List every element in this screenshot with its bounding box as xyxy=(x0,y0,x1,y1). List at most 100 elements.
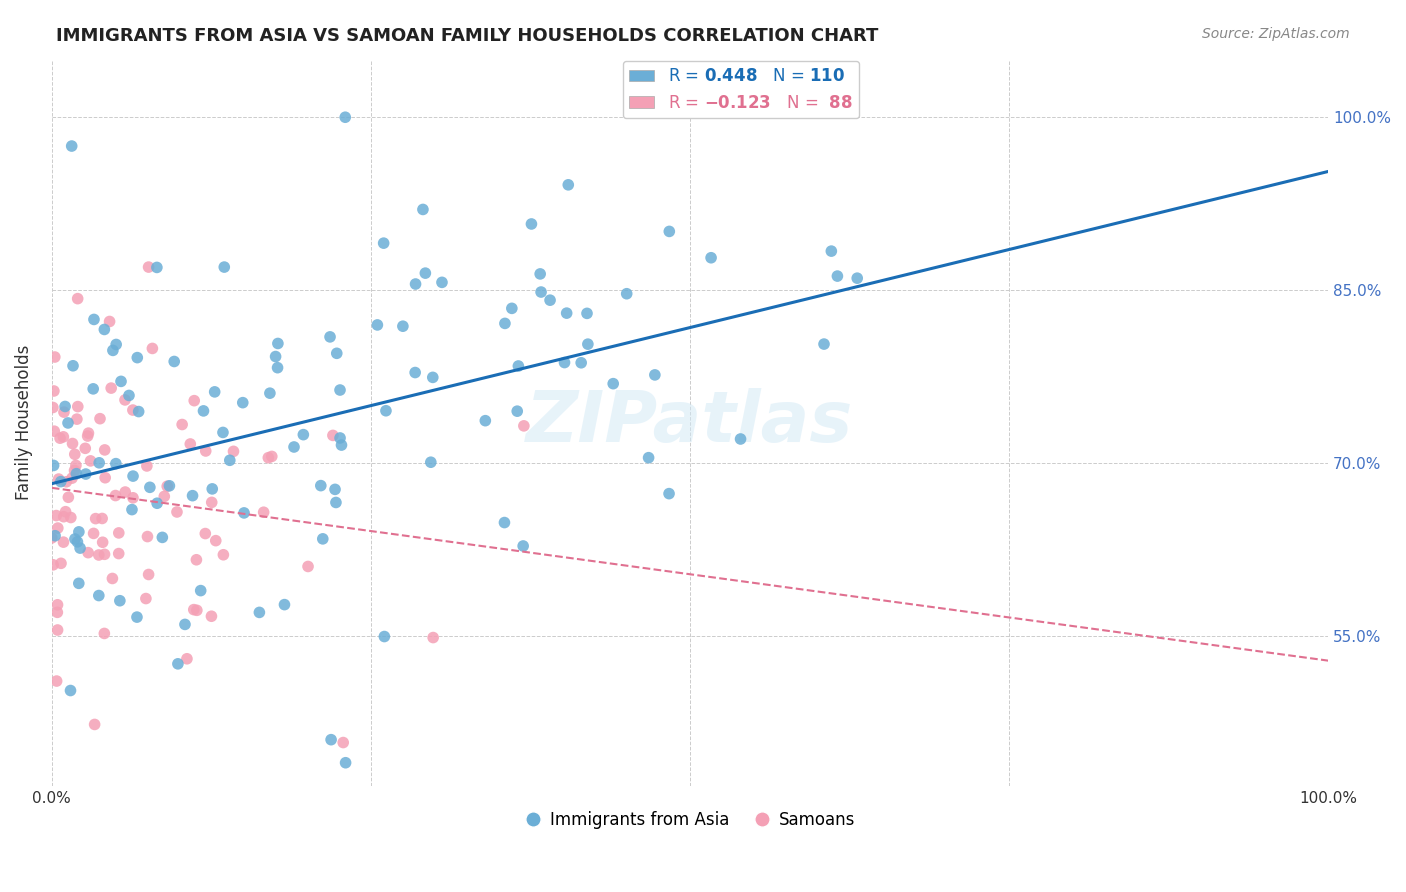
Point xyxy=(52,535,75,549)
Point xyxy=(335,110,357,124)
Point xyxy=(167,657,190,671)
Point xyxy=(104,457,127,471)
Point xyxy=(127,351,149,365)
Point xyxy=(60,139,83,153)
Point xyxy=(176,652,198,666)
Point xyxy=(66,412,89,426)
Point xyxy=(121,502,143,516)
Point xyxy=(332,735,354,749)
Point xyxy=(700,251,723,265)
Point xyxy=(59,683,82,698)
Point xyxy=(325,495,347,509)
Point xyxy=(122,491,145,505)
Point xyxy=(67,576,90,591)
Point xyxy=(141,342,163,356)
Point xyxy=(508,359,530,373)
Point xyxy=(146,260,169,275)
Point xyxy=(319,732,342,747)
Point xyxy=(125,610,148,624)
Point xyxy=(474,414,496,428)
Point xyxy=(392,319,415,334)
Point xyxy=(260,450,283,464)
Point xyxy=(309,478,332,492)
Point xyxy=(292,427,315,442)
Point xyxy=(67,524,90,539)
Point xyxy=(105,337,128,351)
Point xyxy=(45,508,67,523)
Point xyxy=(201,495,224,509)
Point xyxy=(66,534,89,549)
Point xyxy=(46,598,69,612)
Point xyxy=(93,626,115,640)
Point xyxy=(233,506,256,520)
Point xyxy=(49,431,72,445)
Point xyxy=(329,431,352,445)
Point xyxy=(83,526,105,541)
Point xyxy=(100,381,122,395)
Point xyxy=(49,557,72,571)
Point xyxy=(218,453,240,467)
Point xyxy=(193,404,215,418)
Point xyxy=(45,674,67,689)
Point xyxy=(827,269,849,284)
Point xyxy=(658,486,681,500)
Point xyxy=(146,496,169,510)
Point xyxy=(65,458,87,473)
Point xyxy=(83,312,105,326)
Point xyxy=(76,429,98,443)
Point xyxy=(89,411,111,425)
Point xyxy=(42,558,65,572)
Point xyxy=(75,442,97,456)
Point xyxy=(101,572,124,586)
Point xyxy=(183,602,205,616)
Point xyxy=(42,458,65,473)
Point xyxy=(63,532,86,546)
Point xyxy=(87,589,110,603)
Point xyxy=(335,756,357,770)
Point xyxy=(83,717,105,731)
Point xyxy=(55,505,77,519)
Point xyxy=(156,479,179,493)
Point xyxy=(135,458,157,473)
Point xyxy=(730,432,752,446)
Point xyxy=(77,546,100,560)
Point xyxy=(214,260,236,274)
Point xyxy=(555,306,578,320)
Point xyxy=(529,267,551,281)
Point xyxy=(135,591,157,606)
Point xyxy=(266,360,288,375)
Point xyxy=(65,467,87,481)
Point xyxy=(163,354,186,368)
Point xyxy=(150,530,173,544)
Point xyxy=(419,455,441,469)
Point xyxy=(77,426,100,441)
Point xyxy=(201,482,224,496)
Point xyxy=(373,236,395,251)
Point xyxy=(42,401,65,415)
Point xyxy=(405,277,427,291)
Point xyxy=(46,623,69,637)
Point xyxy=(55,475,77,489)
Text: ZIPatlas: ZIPatlas xyxy=(526,388,853,458)
Point xyxy=(69,541,91,555)
Point xyxy=(49,475,72,489)
Point xyxy=(58,490,80,504)
Point xyxy=(172,417,194,432)
Point xyxy=(91,535,114,549)
Point xyxy=(554,355,576,369)
Point xyxy=(283,440,305,454)
Point xyxy=(181,489,204,503)
Point xyxy=(174,617,197,632)
Point xyxy=(91,511,114,525)
Point xyxy=(44,424,66,438)
Point xyxy=(267,336,290,351)
Point xyxy=(373,630,395,644)
Point xyxy=(46,605,69,619)
Point xyxy=(820,244,842,259)
Point xyxy=(330,438,353,452)
Point xyxy=(52,405,75,419)
Point xyxy=(122,469,145,483)
Point xyxy=(98,314,121,328)
Point xyxy=(569,356,592,370)
Point xyxy=(52,430,75,444)
